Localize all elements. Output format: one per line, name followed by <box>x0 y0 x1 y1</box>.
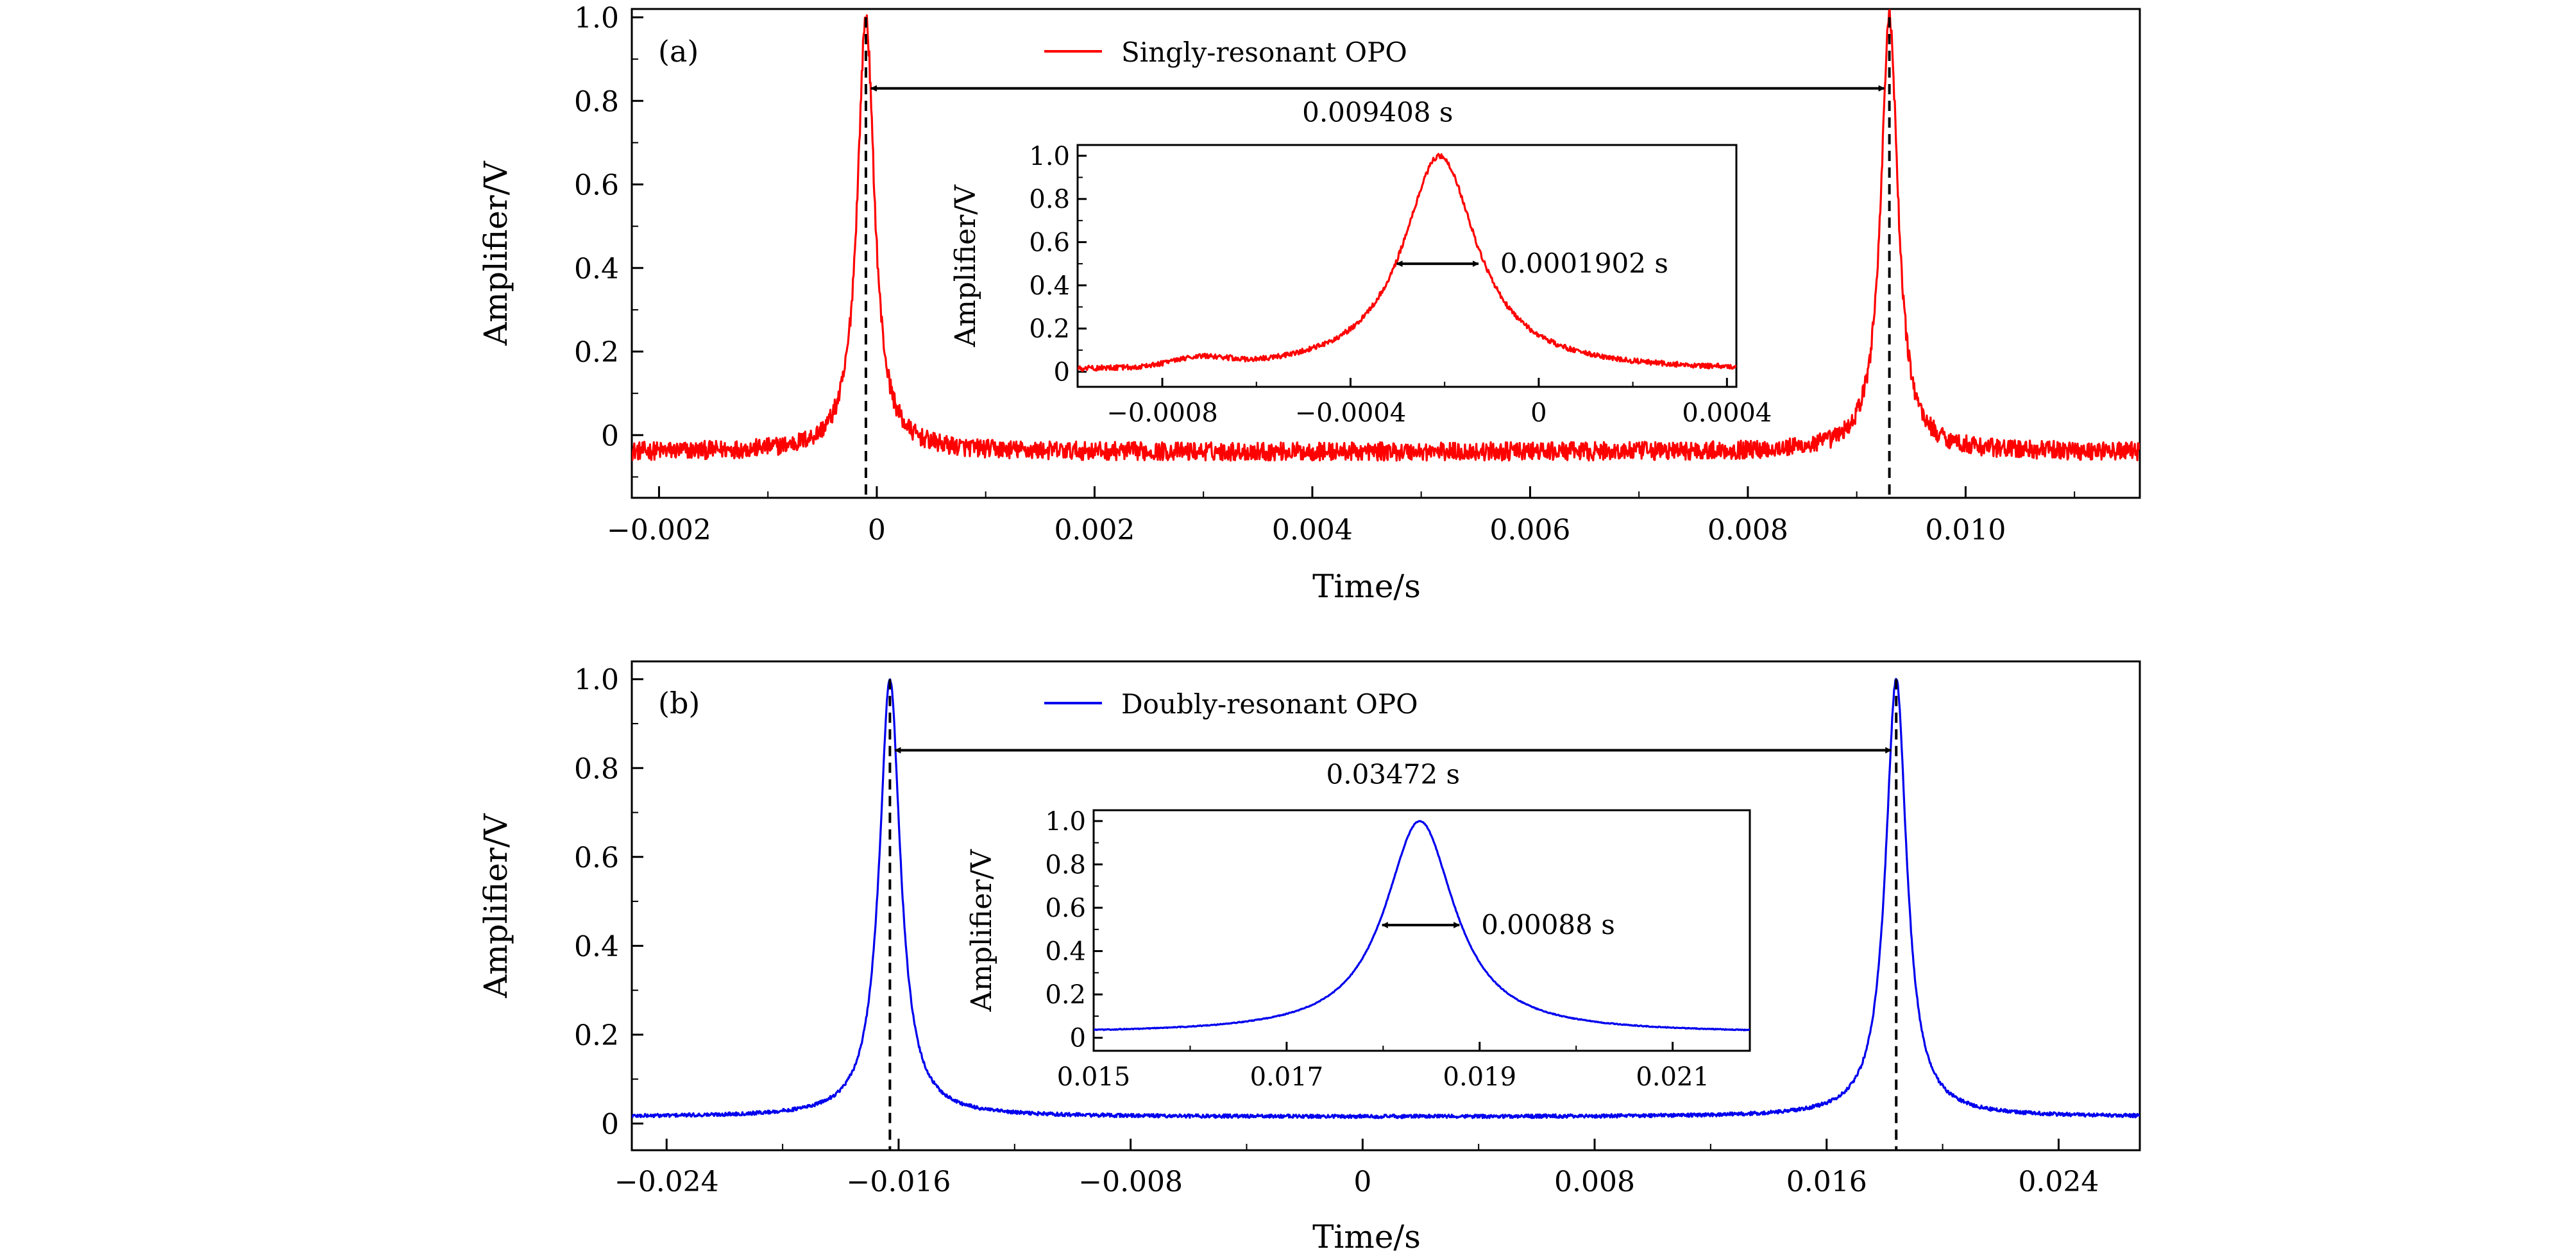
y-axis-title: Amplifier/V <box>477 813 514 998</box>
y-tick-label: 0.4 <box>574 253 619 285</box>
y-tick-label: 0.8 <box>574 85 619 118</box>
plot-frame <box>631 660 2141 1152</box>
x-tick-label: 0.0004 <box>1682 398 1772 428</box>
x-tick-label: 0 <box>1353 1166 1371 1198</box>
x-tick-label: 0.008 <box>1707 514 1788 547</box>
y-tick-label: 0 <box>1054 357 1070 387</box>
y-axis-title: Amplifier/V <box>477 160 514 346</box>
x-axis-title: Time/s <box>1312 568 1421 605</box>
x-tick-label: 0.008 <box>1554 1166 1635 1198</box>
panel-b: −0.024 −0.016 −0.008 0 0.008 0.016 0.02400.20.… <box>477 660 2141 1255</box>
x-tick-label: 0.024 <box>2018 1166 2099 1198</box>
x-tick-label: 0.006 <box>1489 514 1570 547</box>
inset-a: −0.0008 −0.0004 0 0.0004 0 0.2 0.4 0.6 0.8 1.0 0.0… <box>949 142 1772 428</box>
period-label: 0.03472 s <box>1326 759 1461 790</box>
x-tick-label: 0 <box>1530 398 1546 428</box>
y-tick-label: 0 <box>601 1108 619 1141</box>
series-line-b <box>632 677 2140 1119</box>
y-tick-label: 0.4 <box>1045 937 1086 967</box>
inset-y-axis-title: Amplifier/V <box>949 184 982 348</box>
inset-frame <box>1092 809 1751 1052</box>
period-label: 0.009408 s <box>1302 97 1453 128</box>
y-tick-label: 0 <box>601 420 619 452</box>
x-tick-label: 0.010 <box>1925 514 2006 547</box>
x-tick-label: −0.024 <box>614 1166 719 1198</box>
y-tick-label: 1.0 <box>1045 807 1086 837</box>
x-tick-label: −0.016 <box>847 1166 951 1198</box>
y-tick-label: 0.4 <box>574 930 619 963</box>
inset-y-axis-title: Amplifier/V <box>965 849 998 1012</box>
y-tick-label: 0.8 <box>574 752 619 785</box>
x-tick-label: 0.002 <box>1054 514 1135 547</box>
x-tick-label: 0.004 <box>1272 514 1353 547</box>
x-tick-label: 0.017 <box>1250 1062 1324 1092</box>
y-tick-label: 1.0 <box>574 664 619 697</box>
y-tick-label: 0.2 <box>1045 980 1086 1010</box>
fwhm-label: 0.00088 s <box>1481 909 1615 940</box>
y-tick-label: 0.8 <box>1045 850 1086 880</box>
x-tick-label: 0.015 <box>1057 1062 1131 1092</box>
y-tick-label: 0.2 <box>574 336 619 369</box>
y-tick-label: 0.4 <box>1029 271 1070 301</box>
inset-series-line-b <box>1094 820 1750 1032</box>
x-tick-label: −0.0004 <box>1295 398 1406 428</box>
x-tick-label: −0.002 <box>607 514 711 547</box>
y-tick-label: 0 <box>1070 1024 1086 1053</box>
panel-tag: (a) <box>658 34 699 69</box>
y-tick-label: 0.6 <box>574 842 619 874</box>
y-tick-label: 1.0 <box>1029 142 1070 171</box>
y-tick-label: 0.6 <box>574 169 619 202</box>
x-tick-label: −0.008 <box>1078 1166 1183 1198</box>
fwhm-label: 0.0001902 s <box>1500 248 1668 279</box>
panel-tag: (b) <box>658 686 700 720</box>
legend-label: Singly-resonant OPO <box>1121 37 1407 68</box>
x-tick-label: 0.019 <box>1443 1062 1517 1092</box>
y-tick-label: 0.6 <box>1029 228 1070 257</box>
x-tick-label: 0.021 <box>1636 1062 1709 1092</box>
inset-b: 0.015 0.017 0.019 0.021 0 0.2 0.4 0.6 0.8 1.0 0.00… <box>965 807 1751 1092</box>
y-tick-label: 1.0 <box>574 2 619 35</box>
x-tick-label: 0.016 <box>1786 1166 1867 1198</box>
legend-label: Doubly-resonant OPO <box>1121 688 1418 720</box>
x-tick-label: −0.0008 <box>1106 398 1217 428</box>
plot-frame <box>631 8 2141 499</box>
panel-a: −0.002 0 0.002 0.004 0.006 0.008 0.010 0 0.2 0.4 0… <box>477 2 2141 605</box>
inset-series-line-a <box>1078 153 1736 372</box>
y-tick-label: 0.2 <box>574 1019 619 1052</box>
y-tick-label: 0.6 <box>1045 894 1086 923</box>
x-tick-label: 0 <box>868 514 886 547</box>
y-tick-label: 0.8 <box>1029 185 1070 214</box>
x-axis-title: Time/s <box>1312 1218 1421 1255</box>
y-tick-label: 0.2 <box>1029 314 1070 344</box>
